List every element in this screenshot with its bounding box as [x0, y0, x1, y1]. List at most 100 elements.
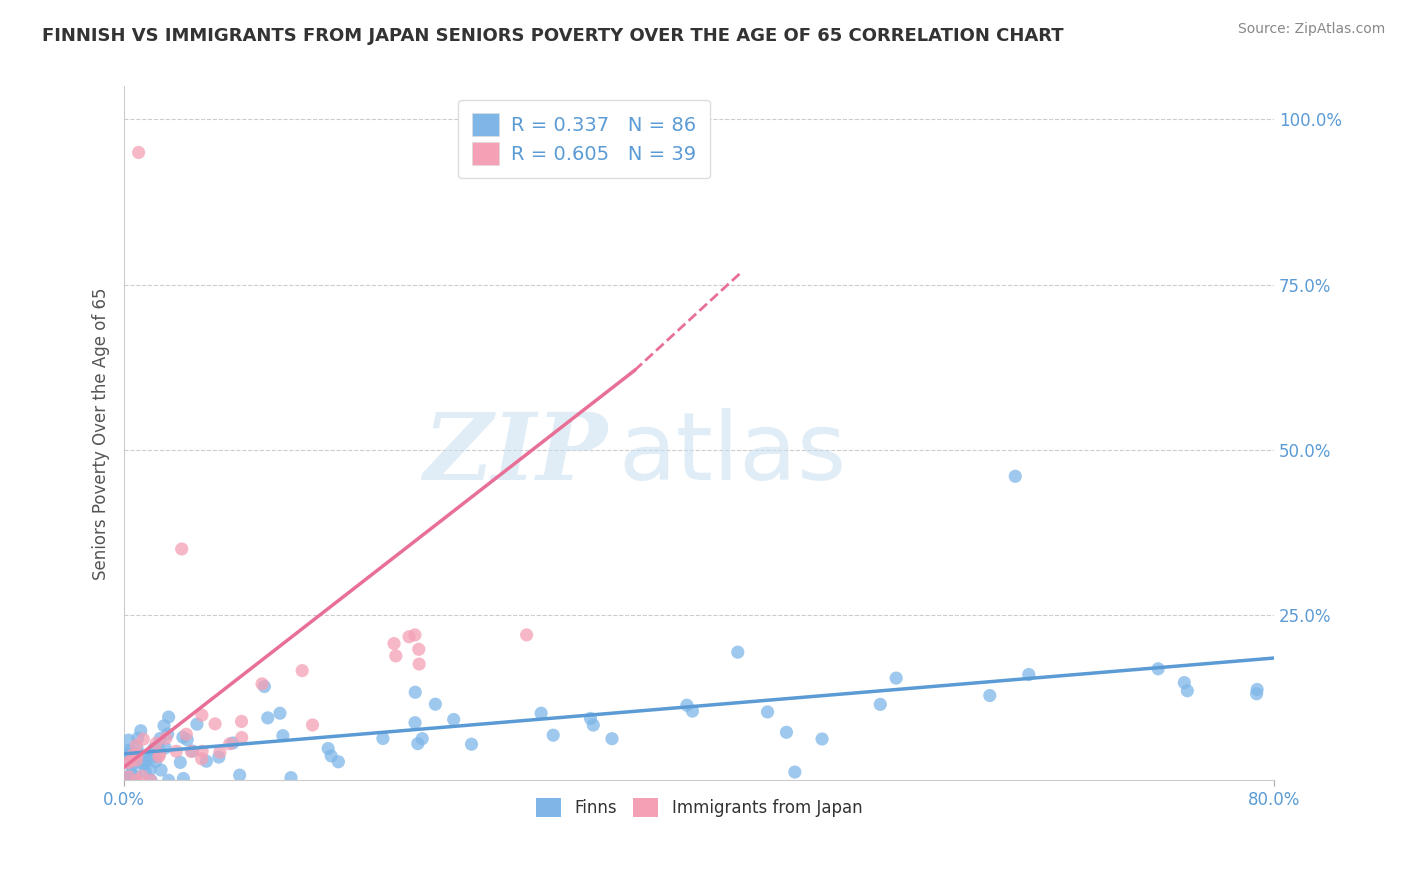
Point	[1004, 469, 1026, 483]
Point	[170, 541, 193, 556]
Point	[139, 773, 162, 788]
Point	[134, 756, 156, 771]
Point	[148, 749, 170, 764]
Point	[131, 769, 153, 783]
Point	[134, 764, 156, 779]
Point	[117, 756, 139, 770]
Point	[190, 752, 212, 766]
Point	[134, 753, 156, 767]
Point	[118, 743, 141, 757]
Point	[145, 755, 167, 769]
Point	[142, 746, 165, 760]
Point	[204, 716, 226, 731]
Point	[127, 731, 149, 746]
Point	[157, 773, 180, 788]
Legend: Finns, Immigrants from Japan: Finns, Immigrants from Japan	[529, 791, 869, 824]
Point	[131, 748, 153, 763]
Point	[186, 717, 208, 731]
Point	[218, 737, 240, 751]
Point	[756, 705, 779, 719]
Point	[124, 769, 146, 783]
Point	[291, 664, 314, 678]
Point	[117, 750, 139, 764]
Point	[117, 733, 139, 747]
Point	[172, 772, 194, 786]
Point	[142, 741, 165, 756]
Text: Source: ZipAtlas.com: Source: ZipAtlas.com	[1237, 22, 1385, 37]
Point	[811, 731, 834, 746]
Point	[228, 768, 250, 782]
Point	[117, 747, 139, 762]
Point	[460, 737, 482, 751]
Point	[321, 748, 343, 763]
Point	[118, 770, 141, 784]
Point	[727, 645, 749, 659]
Point	[579, 711, 602, 725]
Point	[404, 685, 426, 699]
Point	[180, 744, 202, 758]
Point	[1175, 683, 1198, 698]
Point	[165, 744, 187, 758]
Point	[398, 630, 420, 644]
Point	[411, 731, 433, 746]
Point	[541, 728, 564, 742]
Point	[125, 739, 148, 753]
Point	[1018, 667, 1040, 681]
Point	[195, 754, 218, 768]
Point	[124, 756, 146, 771]
Point	[385, 648, 408, 663]
Point	[1246, 682, 1268, 697]
Point	[132, 756, 155, 771]
Point	[149, 731, 172, 746]
Point	[382, 636, 405, 650]
Point	[117, 771, 139, 785]
Point	[256, 711, 278, 725]
Point	[156, 727, 179, 741]
Point	[191, 744, 214, 758]
Point	[600, 731, 623, 746]
Point	[143, 750, 166, 764]
Point	[1173, 675, 1195, 690]
Point	[155, 731, 177, 746]
Point	[139, 748, 162, 763]
Point	[280, 771, 302, 785]
Point	[582, 718, 605, 732]
Point	[231, 731, 253, 745]
Point	[269, 706, 291, 721]
Point	[404, 715, 426, 730]
Point	[153, 741, 176, 756]
Point	[153, 719, 176, 733]
Point	[1246, 687, 1268, 701]
Point	[884, 671, 907, 685]
Point	[253, 680, 276, 694]
Point	[250, 677, 273, 691]
Point	[121, 752, 143, 766]
Point	[117, 745, 139, 759]
Point	[125, 753, 148, 767]
Point	[516, 628, 538, 642]
Text: FINNISH VS IMMIGRANTS FROM JAPAN SENIORS POVERTY OVER THE AGE OF 65 CORRELATION : FINNISH VS IMMIGRANTS FROM JAPAN SENIORS…	[42, 27, 1064, 45]
Y-axis label: Seniors Poverty Over the Age of 65: Seniors Poverty Over the Age of 65	[93, 287, 110, 580]
Point	[132, 732, 155, 747]
Point	[139, 763, 162, 777]
Point	[120, 758, 142, 772]
Point	[150, 763, 173, 777]
Point	[125, 773, 148, 788]
Point	[117, 770, 139, 784]
Point	[120, 754, 142, 768]
Point	[148, 747, 170, 762]
Point	[231, 714, 253, 729]
Point	[222, 736, 245, 750]
Point	[176, 732, 198, 747]
Point	[775, 725, 797, 739]
Point	[128, 145, 150, 160]
Point	[122, 747, 145, 761]
Point	[301, 718, 323, 732]
Point	[191, 708, 214, 723]
Point	[181, 744, 204, 758]
Point	[125, 741, 148, 756]
Point	[443, 713, 465, 727]
Point	[676, 698, 699, 713]
Point	[316, 741, 339, 756]
Point	[146, 739, 169, 753]
